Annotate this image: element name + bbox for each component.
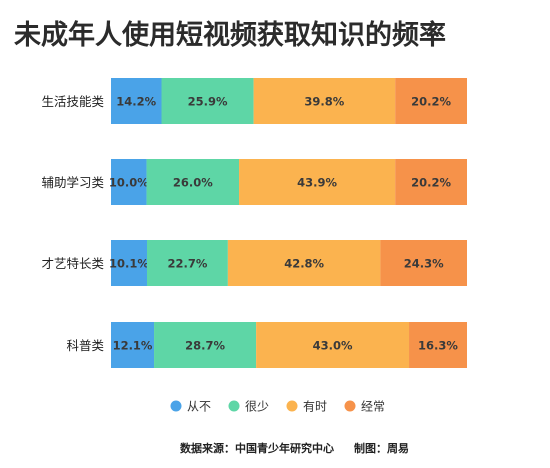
data-label: 22.7% — [167, 257, 207, 271]
category-label: 科普类 — [66, 338, 104, 353]
data-label: 26.0% — [173, 176, 213, 190]
data-label: 16.3% — [418, 339, 458, 353]
footer-credit: 制图：周易 — [354, 441, 409, 455]
data-label: 43.0% — [313, 339, 353, 353]
footer-source: 数据来源：中国青少年研究中心 — [180, 441, 334, 455]
data-label: 42.8% — [284, 257, 324, 271]
data-label: 14.2% — [116, 95, 156, 109]
bar-segment — [146, 159, 240, 205]
legend-marker — [170, 400, 182, 412]
bar-segment — [227, 240, 381, 286]
data-label: 10.0% — [109, 176, 149, 190]
category-label: 辅助学习类 — [41, 175, 104, 190]
bar-segment — [146, 240, 228, 286]
bar-segment — [256, 322, 410, 368]
bar-segment — [380, 240, 467, 286]
legend-label: 经常 — [361, 400, 385, 414]
bar-segment — [111, 240, 147, 286]
bar-segment — [111, 159, 147, 205]
bar-segment — [395, 159, 467, 205]
legend-label: 很少 — [245, 400, 269, 414]
bar-segment — [239, 159, 396, 205]
legend-label: 有时 — [303, 400, 327, 414]
data-label: 25.9% — [188, 95, 228, 109]
category-label: 生活技能类 — [41, 94, 104, 109]
legend-marker — [344, 400, 356, 412]
bar-segment — [154, 322, 257, 368]
bar-segment — [253, 78, 396, 124]
data-label: 43.9% — [297, 176, 337, 190]
data-label: 39.8% — [304, 95, 344, 109]
bar-segment — [409, 322, 467, 368]
legend-marker — [286, 400, 298, 412]
bar-segment — [111, 322, 155, 368]
chart-title: 未成年人使用短视频获取知识的频率 — [14, 19, 446, 51]
legend-marker — [228, 400, 240, 412]
category-label: 才艺特长类 — [41, 256, 104, 271]
data-label: 28.7% — [185, 339, 225, 353]
data-label: 24.3% — [404, 257, 444, 271]
data-label: 20.2% — [411, 95, 451, 109]
data-label: 12.1% — [113, 339, 153, 353]
bar-segment — [395, 78, 467, 124]
data-label: 20.2% — [411, 176, 451, 190]
legend-label: 从不 — [187, 400, 211, 414]
bar-segment — [161, 78, 254, 124]
bar-segment — [111, 78, 162, 124]
data-label: 10.1% — [109, 257, 149, 271]
